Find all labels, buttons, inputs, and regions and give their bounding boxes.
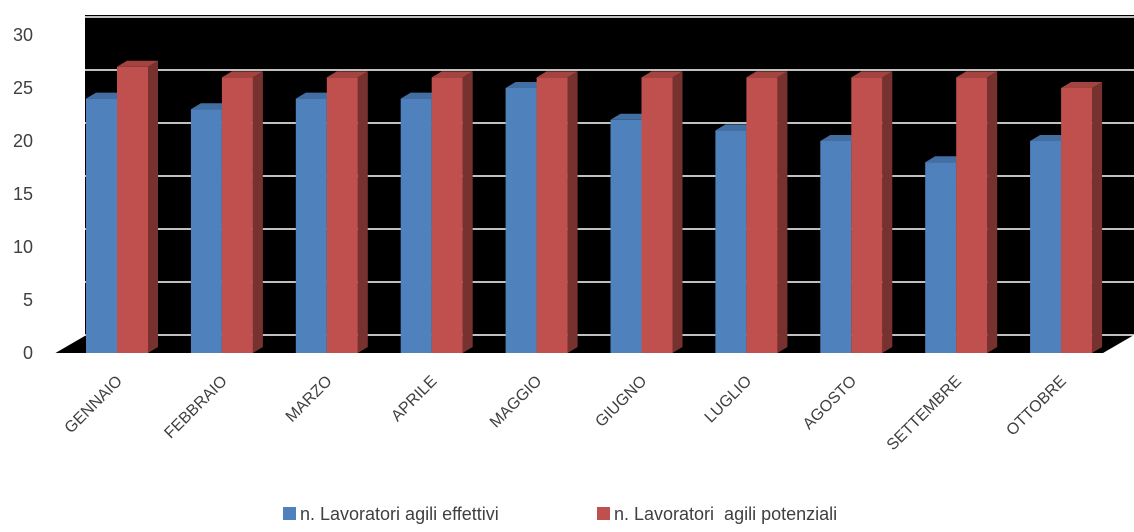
legend-swatch bbox=[283, 507, 296, 520]
bar-potenziali bbox=[956, 71, 998, 354]
y-tick-label: 0 bbox=[23, 343, 33, 363]
y-tick-label: 15 bbox=[13, 184, 33, 204]
x-tick-label: SETTEMBRE bbox=[884, 373, 965, 454]
legend: n. Lavoratori agili effettivi n. Lavorato… bbox=[283, 504, 837, 524]
bar-potenziali bbox=[1061, 82, 1103, 353]
x-axis-ticks: GENNAIO FEBBRAIO MARZO APRILE MAGGIO GIUGNO LU… bbox=[62, 373, 1070, 454]
gridline bbox=[53, 16, 1134, 36]
x-tick-label: OTTOBRE bbox=[1003, 373, 1070, 440]
bars bbox=[86, 60, 1103, 354]
bar-potenziali bbox=[641, 71, 683, 354]
bar-potenziali bbox=[326, 71, 368, 354]
bar-potenziali bbox=[431, 71, 473, 354]
x-tick-label: GENNAIO bbox=[62, 373, 126, 437]
bar-potenziali bbox=[117, 60, 158, 354]
x-tick-label: LUGLIO bbox=[702, 373, 756, 427]
y-tick-label: 10 bbox=[13, 237, 33, 257]
bar-potenziali bbox=[746, 71, 788, 354]
x-tick-label: MAGGIO bbox=[487, 373, 546, 432]
bar-potenziali bbox=[851, 71, 893, 354]
x-tick-label: MARZO bbox=[283, 373, 336, 426]
y-tick-label: 20 bbox=[13, 131, 33, 151]
y-tick-label: 5 bbox=[23, 290, 33, 310]
legend-label: n. Lavoratori agili effettivi bbox=[300, 504, 499, 524]
y-axis-ticks: 0 5 10 15 20 25 30 bbox=[13, 25, 33, 363]
x-tick-label: FEBBRAIO bbox=[161, 373, 230, 442]
y-tick-label: 30 bbox=[13, 25, 33, 45]
y-tick-label: 25 bbox=[13, 78, 33, 98]
legend-label: n. Lavoratori agili potenziali bbox=[614, 504, 837, 524]
x-tick-label: GIUGNO bbox=[592, 373, 650, 431]
bar-potenziali bbox=[221, 71, 263, 354]
x-tick-label: APRILE bbox=[388, 373, 440, 425]
gridline bbox=[53, 69, 1134, 89]
x-tick-label: AGOSTO bbox=[800, 373, 860, 433]
legend-swatch bbox=[597, 507, 610, 520]
bar-potenziali bbox=[536, 71, 578, 354]
